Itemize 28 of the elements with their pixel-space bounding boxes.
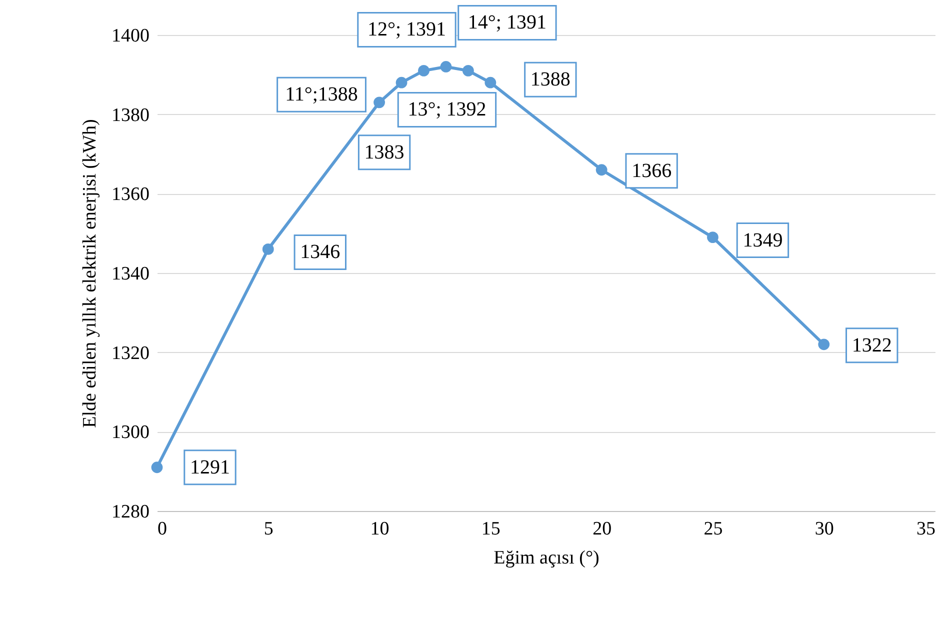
y-tick-label: 1340 (112, 264, 150, 284)
x-tick-label: 10 (370, 518, 390, 540)
y-tick-label: 1360 (112, 184, 150, 206)
data-label: 1322 (852, 334, 892, 356)
x-tick-label: 35 (916, 518, 936, 540)
y-tick-label: 1380 (112, 104, 150, 126)
data-label: 12°; 1391 (367, 18, 446, 41)
x-axis-title: Eğim açısı (°) (494, 548, 600, 568)
x-tick-label: 15 (481, 518, 500, 540)
data-label: 14°; 1391 (468, 12, 546, 34)
data-label: 11°;1388 (285, 84, 358, 106)
x-tick-label: 30 (814, 518, 834, 540)
y-tick-label: 1400 (112, 26, 150, 46)
y-axis-title: Elde edilen yıllık elektrik enerjisi (kWh) (80, 119, 100, 428)
y-tick-label: 1300 (112, 422, 150, 444)
x-tick-label: 25 (704, 518, 723, 540)
data-label: 1291 (190, 456, 230, 478)
x-tick-label: 0 (158, 518, 167, 540)
data-label: 1383 (364, 141, 404, 164)
x-tick-label: 5 (264, 518, 274, 540)
data-label: 1366 (632, 160, 672, 182)
x-tick-label: 20 (592, 518, 612, 540)
data-label: 1346 (300, 241, 340, 264)
y-tick-label: 1280 (112, 502, 150, 522)
data-label: 1349 (742, 229, 783, 252)
data-label: 13°; 1392 (408, 98, 486, 121)
y-tick-label: 1320 (112, 342, 150, 364)
data-label: 1388 (530, 68, 570, 91)
